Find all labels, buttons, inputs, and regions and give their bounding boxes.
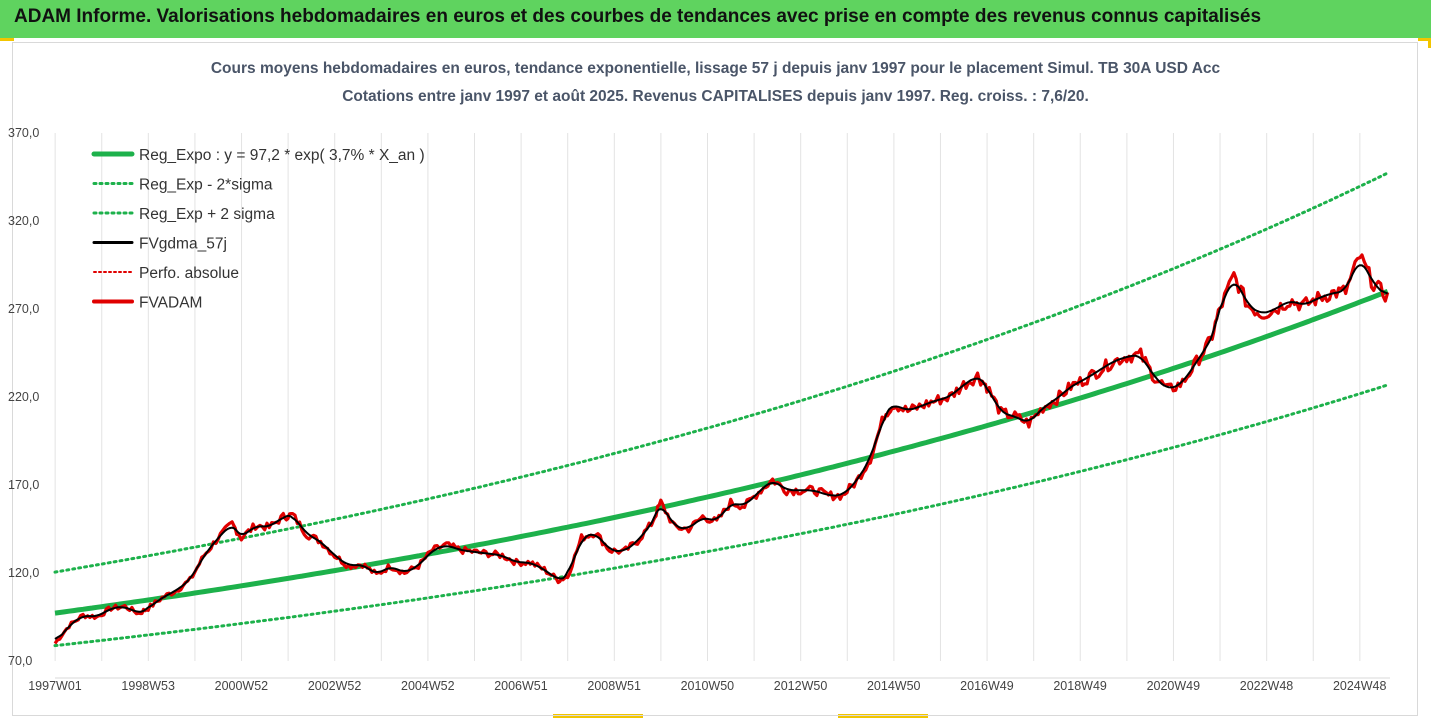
y-tick-label: 270,0 — [8, 302, 39, 316]
reg-expo-line — [54, 288, 1389, 616]
x-tick-label: 2012W50 — [774, 679, 828, 693]
x-tick-label: 2016W49 — [960, 679, 1014, 693]
x-tick-label: 2000W52 — [215, 679, 269, 693]
x-tick-label: 2006W51 — [494, 679, 548, 693]
legend-label: FVADAM — [139, 295, 202, 312]
x-tick-label: 2008W51 — [587, 679, 641, 693]
y-tick-label: 170,0 — [8, 478, 39, 492]
y-tick-label: 120,0 — [8, 566, 39, 580]
report-title: ADAM Informe. Valorisations hebdomadaire… — [14, 6, 1262, 27]
legend: Reg_Expo : y = 97,2 * exp( 3,7% * X_an )… — [91, 147, 425, 312]
legend-label: Reg_Exp - 2*sigma — [139, 177, 273, 194]
series-lines — [53, 171, 1390, 648]
fvgdma-57j-line — [54, 264, 1389, 640]
x-tick-label: 2014W50 — [867, 679, 921, 693]
y-tick-label: 70,0 — [8, 654, 32, 668]
bottom-mark-2 — [838, 714, 928, 718]
x-tick-label: 2022W48 — [1240, 679, 1294, 693]
y-axis-labels: 70,0 120,0 170,0 220,0 270,0 320,0 370,0 — [8, 126, 39, 668]
y-tick-label: 220,0 — [8, 390, 39, 404]
right-corner-tick — [1428, 38, 1431, 48]
legend-label: Perfo. absolue — [139, 265, 239, 282]
chart-title-line-2: Cotations entre janv 1997 et août 2025. … — [342, 88, 1089, 105]
legend-label: Reg_Exp + 2 sigma — [139, 206, 275, 223]
y-tick-label: 370,0 — [8, 126, 39, 140]
x-tick-label: 2004W52 — [401, 679, 455, 693]
left-corner-mark — [0, 38, 14, 41]
x-tick-label: 2018W49 — [1053, 679, 1107, 693]
x-tick-label: 2020W49 — [1147, 679, 1201, 693]
chart-frame — [12, 42, 1418, 716]
x-tick-label: 2024W48 — [1333, 679, 1387, 693]
chart-title-line-1: Cours moyens hebdomadaires en euros, ten… — [210, 60, 1221, 77]
reg-exp-minus-2sigma-line — [53, 383, 1390, 648]
x-tick-label: 2010W50 — [681, 679, 735, 693]
y-tick-label: 320,0 — [8, 214, 39, 228]
x-tick-label: 2002W52 — [308, 679, 362, 693]
reg-exp-plus-2sigma-line — [53, 171, 1390, 574]
x-tick-label: 1998W53 — [121, 679, 175, 693]
x-axis-labels: 1997W01 1998W53 2000W52 2002W52 2004W52 2006W… — [28, 679, 1386, 693]
legend-label: Reg_Expo : y = 97,2 * exp( 3,7% * X_an ) — [139, 147, 425, 164]
legend-label: FVgdma_57j — [139, 236, 227, 253]
bottom-mark-1 — [553, 714, 643, 718]
x-tick-label: 1997W01 — [28, 679, 82, 693]
right-corner-mark — [1418, 38, 1431, 41]
report-header: ADAM Informe. Valorisations hebdomadaire… — [0, 0, 1431, 38]
